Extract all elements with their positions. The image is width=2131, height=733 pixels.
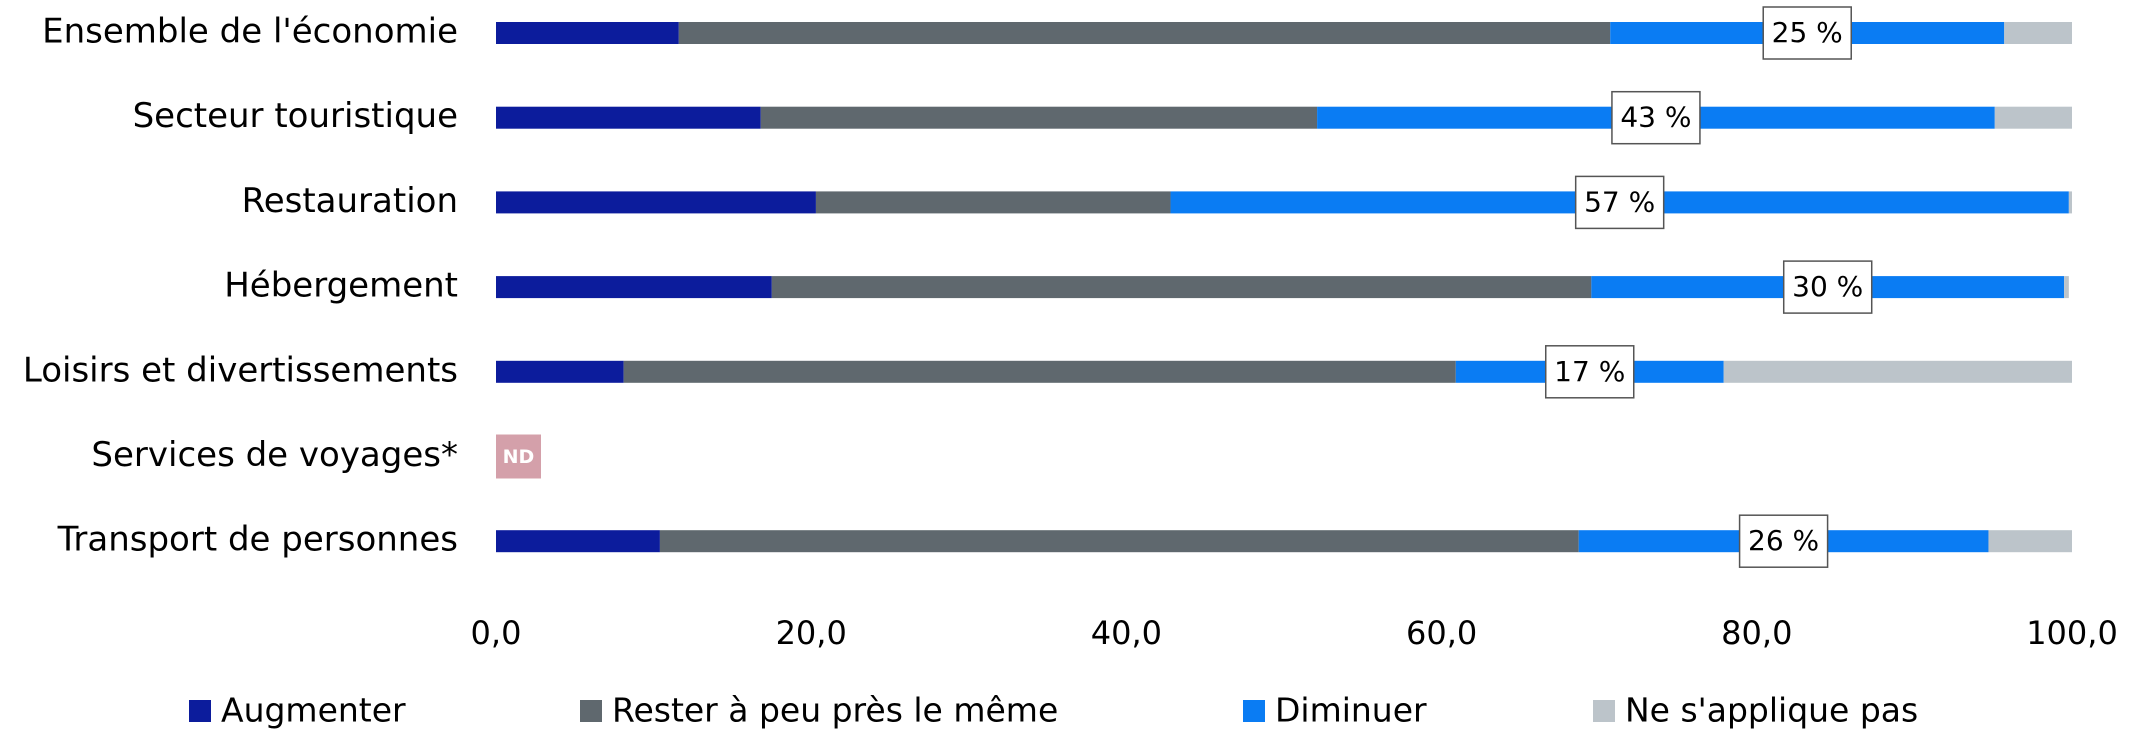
bar-segment — [2068, 191, 2072, 214]
category-label: Hébergement — [224, 266, 458, 306]
x-tick-label: 40,0 — [1091, 614, 1162, 652]
category-label: Restauration — [242, 181, 458, 221]
legend-swatch — [1593, 700, 1615, 722]
bar-segment — [496, 276, 772, 299]
bar-segment — [496, 191, 816, 214]
bar-segment — [496, 360, 624, 383]
value-label-box — [1782, 260, 1873, 314]
bar-segment — [1994, 106, 2072, 129]
value-label-box — [1762, 6, 1852, 60]
value-label-box — [1611, 90, 1701, 145]
legend-swatch — [1243, 700, 1265, 722]
na-badge-text: ND — [503, 446, 535, 468]
na-badge — [496, 434, 541, 479]
legend-swatch — [189, 700, 211, 722]
bar-segment — [623, 360, 1456, 383]
legend-swatch — [580, 700, 602, 722]
legend-label: Rester à peu près le même — [612, 691, 1058, 730]
bar-segment — [2064, 276, 2069, 299]
x-tick-label: 20,0 — [776, 614, 847, 652]
value-label: 43 % — [1620, 101, 1691, 134]
bar-segment — [1723, 360, 2072, 383]
category-label: Services de voyages* — [91, 435, 458, 475]
value-label: 26 % — [1748, 524, 1819, 557]
legend-label: Augmenter — [221, 691, 406, 730]
bar-segment — [496, 106, 761, 129]
category-label: Transport de personnes — [57, 520, 458, 560]
value-label: 17 % — [1554, 355, 1625, 388]
bar-segment — [2004, 22, 2072, 44]
legend-label: Ne s'applique pas — [1625, 691, 1918, 730]
bar-segment — [496, 22, 679, 44]
x-tick-label: 0,0 — [471, 614, 522, 652]
value-label: 57 % — [1584, 185, 1655, 218]
bar-segment — [1988, 530, 2072, 553]
category-label: Secteur touristique — [133, 96, 458, 136]
value-label-box — [1574, 175, 1665, 230]
value-label: 30 % — [1792, 270, 1863, 303]
value-label: 25 % — [1772, 16, 1843, 49]
bar-segment — [496, 530, 660, 553]
bar-segment — [815, 191, 1171, 214]
category-label: Loisirs et divertissements — [23, 350, 458, 390]
value-label-box — [1738, 514, 1829, 568]
bar-segment — [760, 106, 1318, 129]
bar-segment — [678, 22, 1611, 44]
bar-segment — [771, 276, 1592, 299]
bar-segment — [659, 530, 1579, 553]
legend-label: Diminuer — [1275, 691, 1427, 730]
category-label: Ensemble de l'économie — [42, 12, 458, 52]
x-tick-label: 100,0 — [2026, 614, 2118, 652]
x-tick-label: 60,0 — [1406, 614, 1477, 652]
value-label-box — [1544, 345, 1635, 399]
x-tick-label: 80,0 — [1721, 614, 1792, 652]
